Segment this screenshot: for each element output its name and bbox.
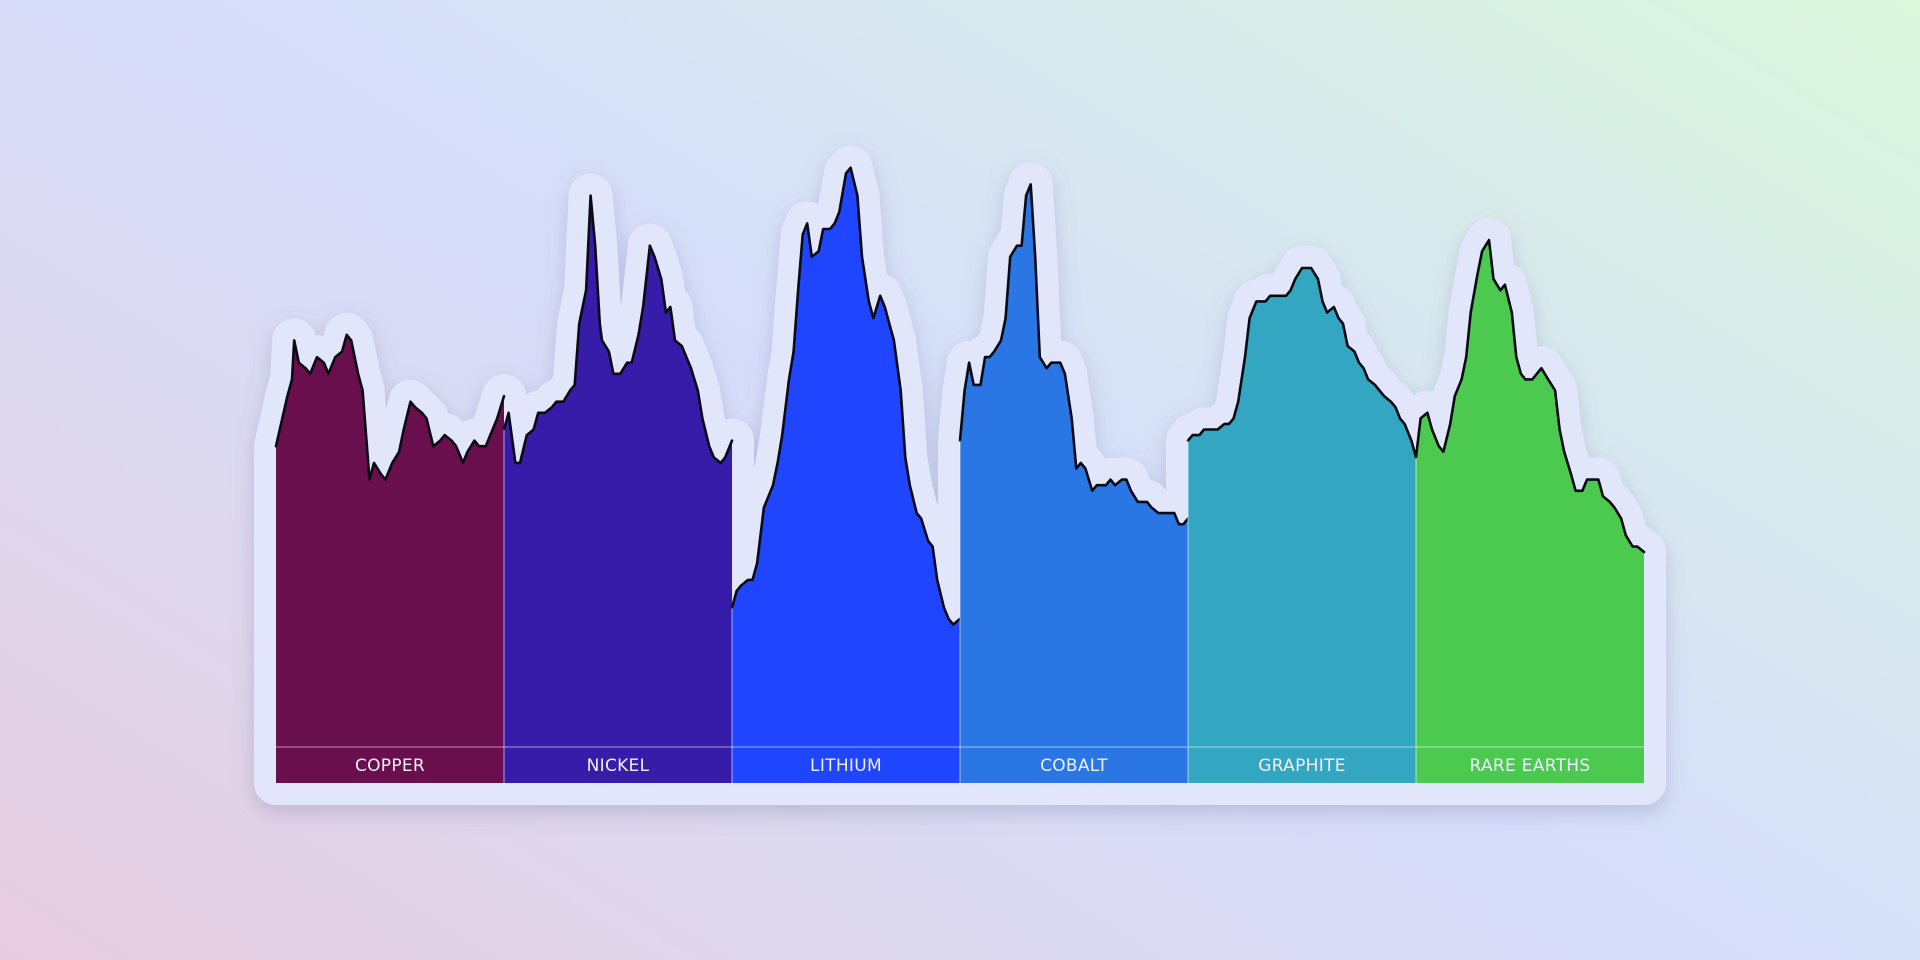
line-copper (274, 333, 506, 481)
panel-label-cobalt: COBALT (1040, 756, 1108, 776)
line-graphite (1186, 266, 1418, 459)
area-nickel (504, 195, 732, 784)
panels-layer: COPPER NICKEL LITHIUM COBALT GRAPHITE RARE EA… (274, 166, 1646, 784)
area-rare-earths (1416, 240, 1644, 784)
line-nickel (502, 194, 734, 465)
area-lithium (732, 167, 960, 783)
area-graphite (1188, 268, 1416, 783)
panel-label-graphite: GRAPHITE (1258, 756, 1346, 776)
panel-label-lithium: LITHIUM (810, 756, 882, 776)
panel-label-nickel: NICKEL (587, 756, 650, 776)
area-copper (276, 334, 504, 783)
line-lithium (730, 166, 962, 626)
line-cobalt (958, 183, 1190, 526)
panel-label-rare-earths: RARE EARTHS (1470, 756, 1591, 776)
area-cobalt (960, 184, 1188, 783)
line-rare-earths (1414, 238, 1646, 554)
panel-label-copper: COPPER (355, 756, 425, 776)
